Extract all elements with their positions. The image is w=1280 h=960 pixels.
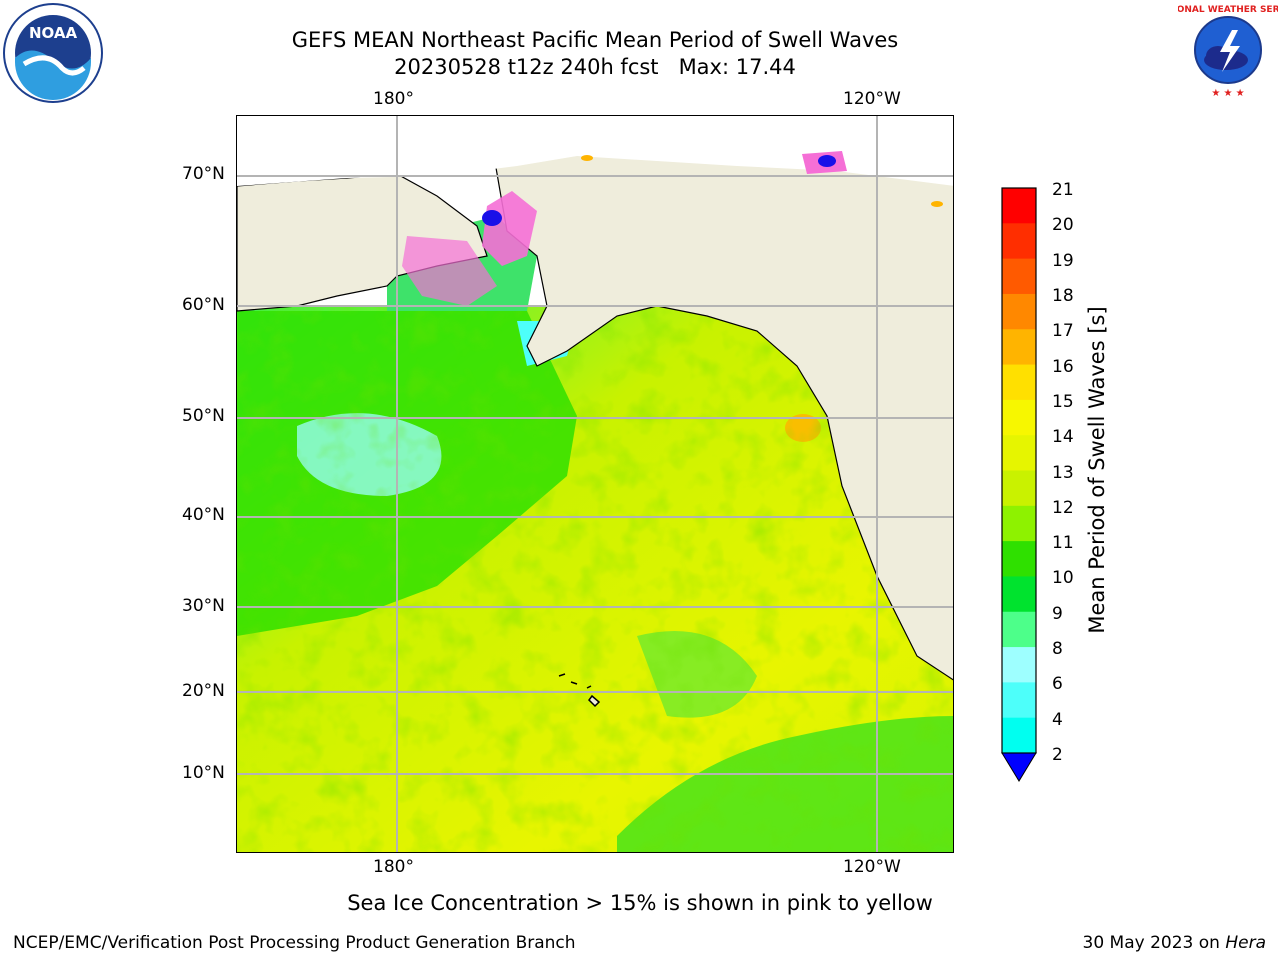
colorbar-swatch xyxy=(1002,435,1036,471)
nws-logo-graphic: NATIONAL WEATHER SERVICE ★ ★ ★ xyxy=(1153,3,1280,99)
lat-label-30n: 30°N xyxy=(182,596,225,616)
colorbar-tick-label: 12 xyxy=(1052,497,1074,518)
footer-date: 30 May 2023 on Hera xyxy=(1083,933,1267,953)
colorbar-graphic xyxy=(1001,187,1037,782)
noaa-logo-text: NOAA xyxy=(29,24,78,42)
colorbar-ticks: 21 20 19 18 17 16 15 14 13 12 11 10 9 8 6 4 2 xyxy=(1052,178,1092,778)
footer-org: NCEP/EMC/Verification Post Processing Pr… xyxy=(13,933,576,953)
colorbar-tick-label: 6 xyxy=(1052,674,1063,695)
colorbar-tick-label: 14 xyxy=(1052,427,1074,448)
nws-logo: NATIONAL WEATHER SERVICE ★ ★ ★ xyxy=(1153,0,1280,100)
colorbar-swatch xyxy=(1002,258,1036,295)
title-line-2: 20230528 t12z 240h fcst Max: 17.44 xyxy=(394,55,796,79)
colorbar-tick-label: 11 xyxy=(1052,533,1074,554)
colorbar-swatch xyxy=(1002,293,1036,330)
colorbar-tick-label: 9 xyxy=(1052,603,1063,624)
nws-logo-text: NATIONAL WEATHER SERVICE xyxy=(1178,5,1278,15)
colorbar-tick-label: 20 xyxy=(1052,215,1074,236)
colorbar-swatch xyxy=(1002,576,1036,613)
lat-label-50n: 50°N xyxy=(182,406,225,426)
colorbar-swatch xyxy=(1002,470,1036,507)
colorbar-swatch xyxy=(1002,505,1036,542)
colorbar-swatch xyxy=(1002,399,1036,436)
lat-label-70n: 70°N xyxy=(182,164,225,184)
footer-machine: Hera xyxy=(1225,933,1266,953)
nws-stars-icon: ★ ★ ★ xyxy=(1211,88,1244,99)
colorbar-swatch xyxy=(1002,223,1036,260)
colorbar-tick-label: 4 xyxy=(1052,709,1063,730)
colorbar-tick-label: 15 xyxy=(1052,391,1074,412)
hawaii-islands xyxy=(558,673,601,708)
lon-label-bottom-120w: 120°W xyxy=(843,857,901,877)
colorbar-swatch xyxy=(1002,717,1036,754)
lat-label-10n: 10°N xyxy=(182,763,225,783)
swell-period-map xyxy=(237,116,953,852)
graticule xyxy=(237,116,953,852)
sea-ice-chukchi xyxy=(482,191,537,266)
colorbar xyxy=(1000,186,1040,786)
sea-ice-note: Sea Ice Concentration > 15% is shown in … xyxy=(347,891,933,915)
colorbar-label-text: Mean Period of Swell Waves [s] xyxy=(1085,306,1109,634)
footer-date-text: 30 May 2023 on xyxy=(1082,933,1226,953)
arctic-ocean xyxy=(237,116,953,186)
colorbar-border xyxy=(1001,187,1037,754)
sea-ice-beaufort-core xyxy=(818,155,836,167)
colorbar-swatch xyxy=(1002,682,1036,719)
colorbar-tick-label: 16 xyxy=(1052,356,1074,377)
map-panel xyxy=(236,115,954,853)
lon-label-bottom-180: 180° xyxy=(373,857,414,877)
lat-label-20n: 20°N xyxy=(182,681,225,701)
sea-ice-core xyxy=(482,210,502,226)
colorbar-swatch xyxy=(1002,329,1036,366)
noaa-logo-graphic: NOAA xyxy=(3,3,103,103)
lon-label-top-120w: 120°W xyxy=(843,89,901,109)
lat-label-60n: 60°N xyxy=(182,295,225,315)
colorbar-swatch xyxy=(1002,611,1036,648)
lat-label-40n: 40°N xyxy=(182,505,225,525)
colorbar-tick-label: 2 xyxy=(1052,745,1063,765)
colorbar-tick-label: 10 xyxy=(1052,568,1074,589)
noaa-logo: NOAA xyxy=(2,2,104,104)
colorbar-tick-label: 19 xyxy=(1052,250,1074,271)
sea-ice-spot-2 xyxy=(931,201,943,207)
sea-ice-bering xyxy=(402,236,497,306)
colorbar-extend-arrow xyxy=(1001,752,1037,782)
colorbar-tick-label: 8 xyxy=(1052,639,1063,660)
colorbar-tick-label: 13 xyxy=(1052,462,1074,483)
colorbar-swatch xyxy=(1002,647,1036,683)
sea-ice-spot-1 xyxy=(581,155,593,161)
colorbar-swatch xyxy=(1002,541,1036,577)
colorbar-tick-label: 21 xyxy=(1052,180,1074,200)
colorbar-tick-label: 17 xyxy=(1052,321,1074,342)
colorbar-tick-label: 18 xyxy=(1052,285,1074,306)
colorbar-swatch xyxy=(1002,188,1036,224)
lon-label-top-180: 180° xyxy=(373,89,414,109)
colorbar-swatch xyxy=(1002,364,1036,401)
title-line-1: GEFS MEAN Northeast Pacific Mean Period … xyxy=(291,28,899,52)
